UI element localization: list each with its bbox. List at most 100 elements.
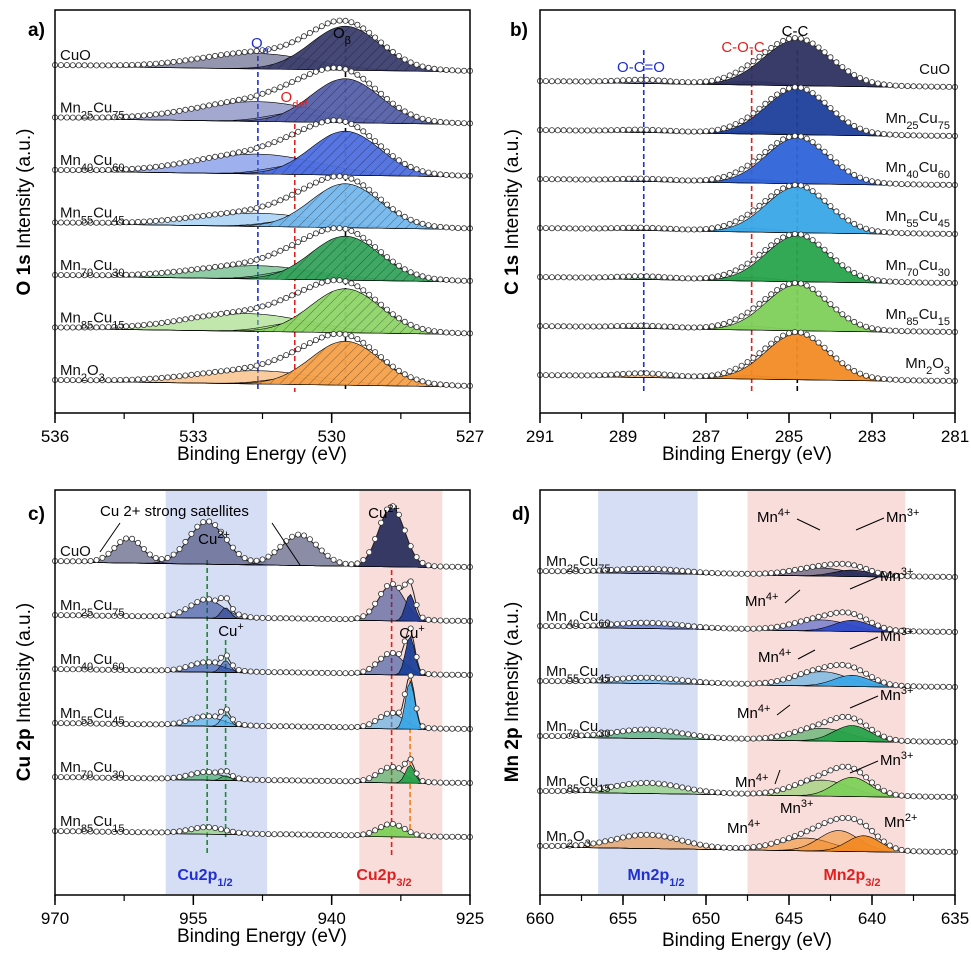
- data-point: [756, 350, 763, 357]
- data-point: [922, 132, 929, 139]
- data-point: [200, 212, 207, 219]
- data-point: [940, 279, 947, 286]
- data-point: [833, 110, 840, 117]
- data-point: [720, 222, 727, 229]
- data-point: [786, 784, 793, 791]
- data-point: [366, 29, 373, 36]
- data-point: [300, 669, 307, 676]
- data-point: [874, 80, 881, 87]
- data-point: [419, 273, 426, 280]
- data-point: [342, 778, 349, 785]
- data-point: [928, 230, 935, 237]
- data-point: [661, 225, 668, 232]
- data-point: [360, 339, 367, 346]
- data-point: [152, 667, 159, 674]
- data-point: [542, 733, 549, 740]
- data-point: [857, 75, 864, 82]
- sample-label: CuO: [919, 61, 950, 78]
- data-point: [922, 738, 929, 745]
- data-point: [578, 841, 585, 848]
- data-point: [170, 161, 177, 168]
- data-point: [780, 234, 787, 241]
- data-point: [123, 535, 130, 542]
- data-point: [443, 224, 450, 231]
- data-point: [685, 226, 692, 233]
- data-point: [940, 132, 947, 139]
- data-point: [170, 828, 177, 835]
- data-point: [354, 723, 361, 730]
- data-point: [241, 830, 248, 837]
- data-point: [673, 729, 680, 736]
- data-point: [780, 676, 787, 683]
- data-point: [105, 324, 112, 331]
- data-point: [560, 733, 567, 740]
- mn2-label: Mn2+: [884, 812, 917, 831]
- data-point: [596, 372, 603, 379]
- data-point: [140, 613, 147, 620]
- data-point: [928, 738, 935, 745]
- data-point: [360, 182, 367, 189]
- data-point: [643, 224, 650, 231]
- data-point: [206, 53, 213, 60]
- data-point: [827, 105, 834, 112]
- data-point: [318, 228, 325, 235]
- data-point: [306, 536, 313, 543]
- data-point: [413, 218, 420, 225]
- data-point: [625, 126, 632, 133]
- data-point: [655, 675, 662, 682]
- data-point: [223, 706, 230, 713]
- data-point: [348, 778, 355, 785]
- data-point: [946, 683, 953, 690]
- data-point: [774, 733, 781, 740]
- data-point: [395, 104, 402, 111]
- data-point: [898, 737, 905, 744]
- data-point: [631, 126, 638, 133]
- data-point: [833, 355, 840, 362]
- panel-letter-a: a): [28, 20, 45, 41]
- data-point: [170, 666, 177, 673]
- sample-label: Mn85Cu15: [546, 773, 611, 795]
- data-point: [146, 829, 153, 836]
- data-point: [780, 332, 787, 339]
- data-point: [548, 225, 555, 232]
- data-point: [898, 82, 905, 89]
- annotations-b: O-C=OC-O-CC-C: [617, 23, 808, 76]
- data-point: [99, 166, 106, 173]
- data-point: [774, 678, 781, 685]
- data-point: [93, 720, 100, 727]
- data-point: [922, 848, 929, 855]
- data-point: [744, 735, 751, 742]
- data-point: [389, 311, 396, 318]
- data-point: [637, 619, 644, 626]
- data-point: [271, 250, 278, 257]
- data-point: [584, 622, 591, 629]
- data-point: [437, 833, 444, 840]
- data-point: [566, 323, 573, 330]
- data-point: [786, 330, 793, 337]
- data-point: [898, 627, 905, 634]
- data-point: [620, 224, 627, 231]
- data-point: [584, 568, 591, 575]
- data-point: [560, 225, 567, 232]
- data-point: [691, 786, 698, 793]
- data-point: [578, 678, 585, 685]
- data-point: [401, 527, 408, 534]
- data-point: [720, 74, 727, 81]
- mn3-label: Mn3+: [880, 685, 913, 704]
- data-point: [934, 230, 941, 237]
- data-point: [140, 775, 147, 782]
- data-point: [75, 219, 82, 226]
- data-point: [661, 77, 668, 84]
- data-point: [786, 730, 793, 737]
- data-point: [809, 40, 816, 47]
- data-point: [673, 128, 680, 135]
- data-point: [87, 377, 94, 384]
- data-point: [306, 71, 313, 78]
- data-point: [857, 769, 864, 776]
- data-point: [762, 789, 769, 796]
- data-point: [212, 368, 219, 375]
- data-point: [407, 374, 414, 381]
- data-point: [93, 828, 100, 835]
- data-point: [637, 831, 644, 838]
- data-point: [934, 683, 941, 690]
